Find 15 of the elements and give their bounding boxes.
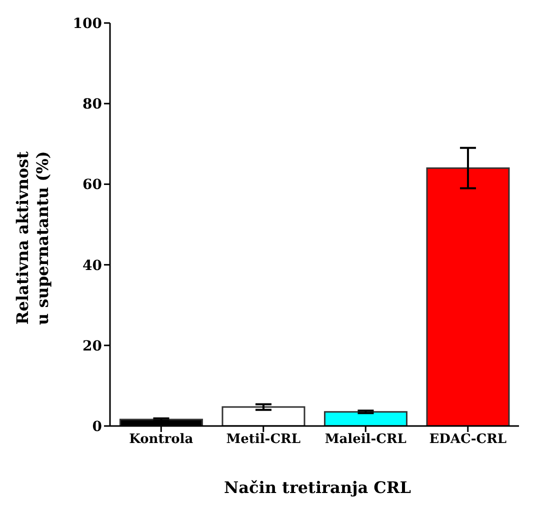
y-tick-label: 20 xyxy=(82,338,102,354)
bar xyxy=(222,406,306,426)
bar xyxy=(426,167,510,426)
y-tick-label: 80 xyxy=(82,96,102,113)
y-tick-label: 60 xyxy=(82,177,102,194)
y-tick-label: 0 xyxy=(92,418,102,435)
x-tick-label: Maleil-CRL xyxy=(324,432,406,448)
x-tick-label: EDAC-CRL xyxy=(429,432,507,448)
y-tick-label: 40 xyxy=(82,258,102,274)
x-tick-label: Metil-CRL xyxy=(226,432,300,448)
x-tick-label: Kontrola xyxy=(129,432,194,448)
bar xyxy=(324,411,408,426)
y-tick-label: 100 xyxy=(72,16,102,32)
y-axis-title: Relativna aktivnost u supernatantu (%) xyxy=(13,150,52,325)
x-axis-title: Način tretiranja CRL xyxy=(223,478,412,497)
